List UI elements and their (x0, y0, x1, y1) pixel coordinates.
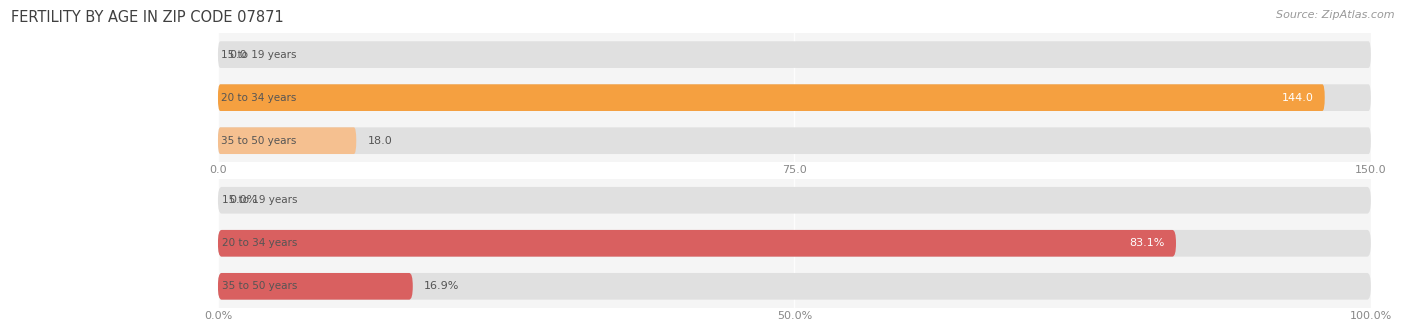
FancyBboxPatch shape (218, 273, 1371, 300)
FancyBboxPatch shape (218, 187, 1371, 213)
Text: 15 to 19 years: 15 to 19 years (221, 50, 297, 60)
FancyBboxPatch shape (218, 127, 1371, 154)
FancyBboxPatch shape (218, 230, 1371, 257)
Text: 20 to 34 years: 20 to 34 years (222, 238, 298, 248)
FancyBboxPatch shape (218, 41, 1371, 68)
Text: 144.0: 144.0 (1281, 93, 1313, 103)
Text: 16.9%: 16.9% (425, 281, 460, 291)
Text: 20 to 34 years: 20 to 34 years (221, 93, 297, 103)
Text: 0.0%: 0.0% (229, 195, 257, 205)
Text: Source: ZipAtlas.com: Source: ZipAtlas.com (1277, 10, 1395, 20)
Text: 83.1%: 83.1% (1129, 238, 1164, 248)
Text: 35 to 50 years: 35 to 50 years (221, 136, 297, 146)
FancyBboxPatch shape (218, 84, 1371, 111)
Text: 0.0: 0.0 (229, 50, 247, 60)
Text: 35 to 50 years: 35 to 50 years (222, 281, 298, 291)
Text: FERTILITY BY AGE IN ZIP CODE 07871: FERTILITY BY AGE IN ZIP CODE 07871 (11, 10, 284, 25)
Text: 15 to 19 years: 15 to 19 years (222, 195, 298, 205)
FancyBboxPatch shape (218, 230, 1175, 257)
FancyBboxPatch shape (218, 84, 1324, 111)
FancyBboxPatch shape (218, 273, 413, 300)
Text: 18.0: 18.0 (368, 136, 392, 146)
FancyBboxPatch shape (218, 127, 356, 154)
